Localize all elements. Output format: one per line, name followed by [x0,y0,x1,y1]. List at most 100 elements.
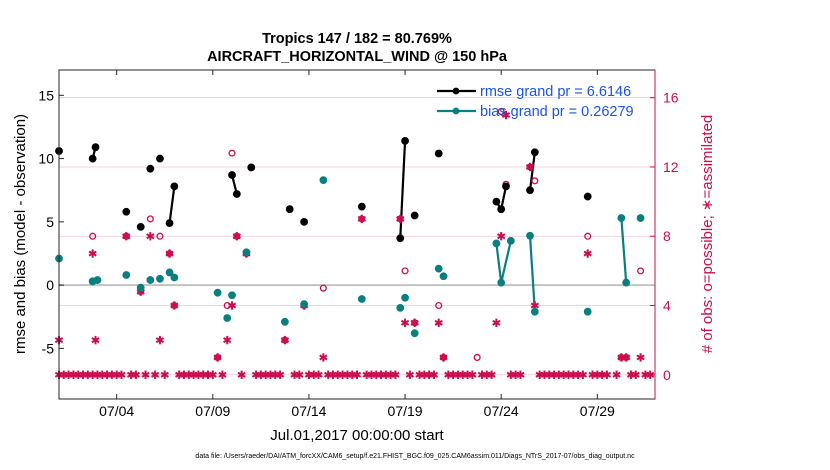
bias-point [357,295,366,303]
legend-rmse-marker [452,87,460,95]
chart-title: Tropics 147 / 182 = 80.769% [262,31,452,47]
rmse-line [168,186,176,224]
y2-tick-label: 12 [663,159,679,175]
obs-assimilated-point [141,370,150,379]
obs-possible-point [497,108,505,116]
obs-assimilated-point [237,370,246,379]
obs-assimilated-point [439,353,448,362]
obs-possible-point [156,232,164,240]
obs-assimilated-point [280,335,290,345]
obs-assimilated-point [319,353,328,362]
bias-point [300,300,309,308]
obs-assimilated-point [516,370,525,379]
obs-assimilated-point [352,370,362,379]
obs-assimilated-point [208,370,217,379]
x-axis: 07/04 07/09 07/14 07/19 07/24 07/29 [99,70,615,419]
bias-point [242,248,251,257]
chart-subtitle: AIRCRAFT_HORIZONTAL_WIND @ 150 hPa [207,49,508,65]
bias-point [636,214,645,222]
obs-assimilated-point [213,353,222,362]
rmse-point [300,217,309,226]
bias-point [410,329,419,338]
x-tick-label: 07/09 [195,403,230,419]
obs-assimilated-point [487,370,496,379]
obs-assimilated-point [400,318,410,328]
obs-possible-point [435,301,443,310]
obs-assimilated-point [583,249,592,258]
markers [54,108,655,379]
legend-rmse-text: rmse grand pr = 6.6146 [480,84,631,100]
obs-possible-point [401,267,409,275]
obs-assimilated-point [150,370,160,379]
rmse-point [396,234,405,243]
obs-assimilated-point [227,301,237,310]
y2-tick-label: 16 [663,90,679,106]
x-tick-label: 07/19 [388,403,423,419]
y2-axis-label: # of obs: o=possible; ∗=assimilated [699,115,716,354]
bias-point [583,307,592,316]
rmse-point [156,154,164,163]
obs-assimilated-point [117,370,126,379]
x-tick-label: 07/29 [580,403,615,419]
obs-assimilated-point [314,370,323,379]
obs-assimilated-point [492,318,501,328]
obs-assimilated-point [578,370,588,379]
bias-point [439,272,448,281]
rmse-point [497,205,506,214]
bias-point [492,239,501,248]
legend: rmse grand pr = 6.6146 bias grand pr = 0.… [437,84,634,120]
x-tick-label: 07/04 [99,403,134,419]
obs-possible-point [637,267,645,275]
obs-assimilated-point [405,370,415,379]
rmse-point [228,171,236,179]
bias-point [122,271,131,279]
bias-point [223,314,232,322]
obs-assimilated-point [525,162,535,172]
footnote: data file: /Users/raeder/DAI/ATM_forcXX/… [195,453,635,460]
obs-possible-point [228,149,236,157]
y2-axis: 0 4 8 12 16 [650,70,679,399]
x-axis-label: Jul.01,2017 00:00:00 start [270,427,444,444]
rmse-point [502,182,510,191]
rmse-line [528,152,536,191]
bias-point [156,274,164,283]
obs-assimilated-point [357,214,366,224]
bias-point [617,214,626,222]
bias-point [281,317,289,326]
rmse-point [136,223,145,231]
obs-assimilated-point [155,335,165,345]
rmse-point [530,148,539,157]
bias-point [401,293,409,302]
obs-assimilated-point [410,318,419,328]
rmse-point [401,136,409,145]
obs-possible-point [89,232,97,240]
obs-assimilated-point [146,232,155,241]
rmse-point [165,219,174,228]
obs-possible-point [146,215,154,223]
obs-assimilated-point [391,370,400,379]
obs-assimilated-point [622,353,631,362]
y-tick-label: 10 [38,151,54,167]
bias-point [497,278,506,287]
bias-point [319,176,328,184]
obs-possible-point [319,284,327,292]
rmse-point [170,182,179,191]
bias-point [136,283,145,292]
bias-point [228,291,236,300]
bias-point [396,303,405,312]
obs-assimilated-point [295,370,304,379]
obs-assimilated-point [501,110,511,120]
y-axis-label: rmse and bias (model - observation) [12,114,29,354]
obs-assimilated-point [88,249,97,258]
bias-line [620,217,628,283]
y-tick-label: 0 [46,277,54,293]
rmse-point [88,154,97,163]
x-tick-label: 07/14 [291,403,326,419]
rmse-point [410,211,419,220]
obs-assimilated-point [612,370,621,379]
bias-point [93,276,102,284]
y-axis: -5 0 5 10 15 [38,87,64,356]
y-tick-label: -5 [42,340,55,356]
obs-possible-point [531,177,539,185]
bias-line [528,235,536,312]
